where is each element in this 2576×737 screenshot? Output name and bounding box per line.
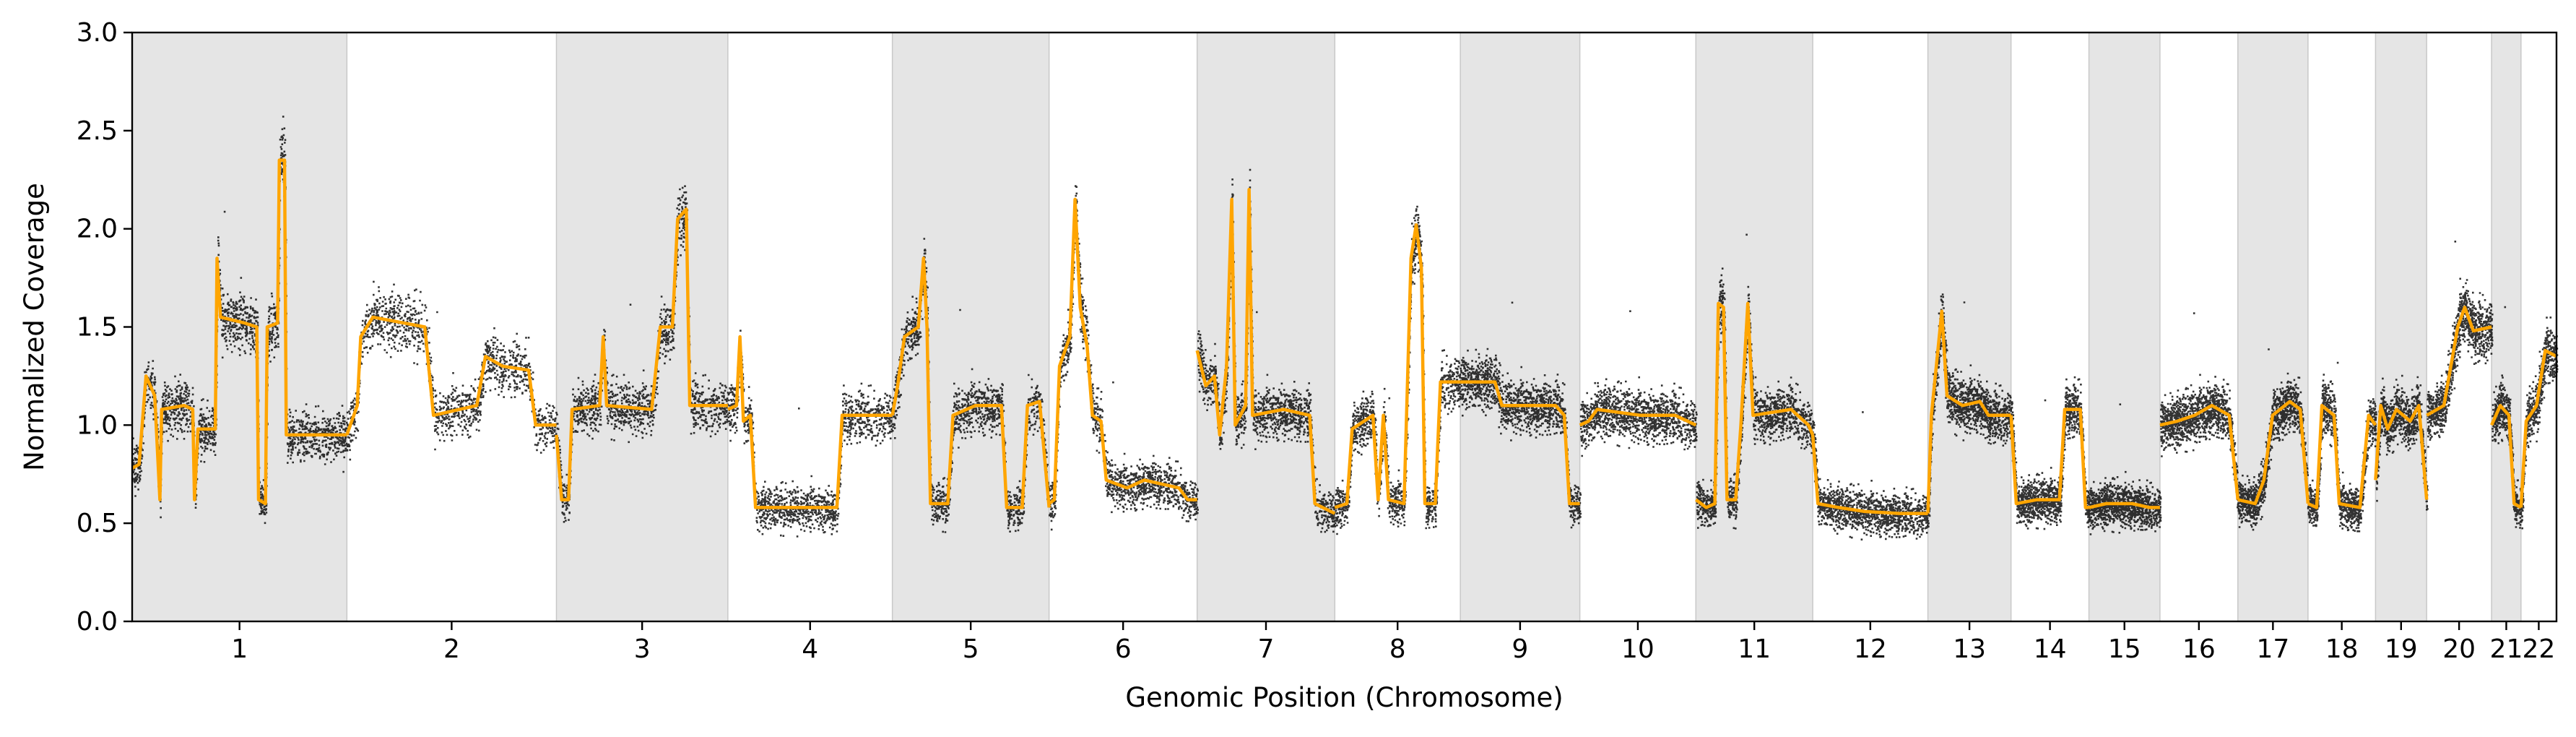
y-tick-label: 1.5 [77, 313, 118, 342]
segment-line-chr-3 [555, 207, 728, 501]
x-tick-label-chr-16: 16 [2182, 634, 2216, 664]
x-tick-label-chr-10: 10 [1621, 634, 1655, 664]
x-tick-label-chr-18: 18 [2325, 634, 2359, 664]
x-tick-label-chr-2: 2 [443, 634, 460, 664]
segment-line-chr-11 [1694, 301, 1815, 509]
x-tick-label-chr-13: 13 [1953, 634, 1986, 664]
y-tick-label: 0.5 [77, 509, 118, 538]
band-chr-19 [2375, 32, 2427, 622]
segment-line-chr-2 [345, 315, 557, 436]
x-tick-label-chr-3: 3 [634, 634, 651, 664]
x-tick-label-chr-17: 17 [2256, 634, 2289, 664]
band-chr-21 [2491, 32, 2522, 622]
x-axis: 1 2 3 4 5 6 7 8 9 10 11 12 13 14 15 16 17 18 19 20 21 22 [231, 621, 2555, 664]
segment-line-chr-22 [2519, 348, 2558, 508]
segment-line-chr-5 [890, 257, 1051, 509]
x-axis-label: Genomic Position (Chromosome) [1125, 682, 1563, 713]
x-tick-label-chr-1: 1 [231, 634, 248, 664]
segment-line-chr-8 [1334, 223, 1461, 509]
segment-line-chr-9 [1460, 380, 1580, 506]
y-tick-label: 0.0 [77, 607, 118, 637]
plot-frame [131, 31, 2558, 623]
x-tick-label-chr-9: 9 [1512, 634, 1528, 664]
x-tick-label-chr-4: 4 [802, 634, 818, 664]
segment-line-chr-1 [131, 158, 347, 506]
segment-line-chr-18 [2307, 403, 2377, 509]
segment-line-chr-12 [1810, 434, 1928, 515]
x-tick-label-chr-21: 21 [2490, 634, 2523, 664]
y-tick-label: 1.0 [77, 410, 118, 440]
segmentation-lines [131, 158, 2558, 515]
x-tick-label-chr-7: 7 [1258, 634, 1275, 664]
band-chr-7 [1196, 32, 1336, 622]
x-tick-label-chr-12: 12 [1854, 634, 1887, 664]
segment-line-chr-10 [1579, 408, 1697, 427]
segment-line-chr-21 [2490, 403, 2522, 509]
segment-line-chr-4 [727, 335, 893, 509]
y-tick-label: 2.0 [77, 215, 118, 244]
segment-line-chr-15 [2089, 501, 2160, 509]
y-tick-label: 2.5 [77, 116, 118, 146]
y-tick-label: 3.0 [77, 18, 118, 48]
x-tick-label-chr-8: 8 [1389, 634, 1406, 664]
segment-line-chr-14 [2009, 408, 2089, 509]
x-tick-label-chr-6: 6 [1115, 634, 1132, 664]
segment-line-chr-13 [1926, 309, 2011, 514]
x-tick-label-chr-5: 5 [963, 634, 979, 664]
band-chr-15 [2088, 32, 2161, 622]
segment-line-chr-20 [2426, 306, 2492, 417]
segment-line-chr-17 [2237, 400, 2310, 506]
coverage-point-cloud [132, 116, 2559, 541]
x-tick-label-chr-19: 19 [2385, 634, 2418, 664]
x-tick-label-chr-14: 14 [2034, 634, 2067, 664]
coverage-points [132, 116, 2559, 541]
band-chr-3 [555, 32, 729, 622]
segment-line-chr-16 [2159, 403, 2240, 500]
x-tick-label-chr-15: 15 [2108, 634, 2141, 664]
y-axis: 0.0 0.5 1.0 1.5 2.0 2.5 3.0 [77, 18, 132, 637]
segment-line-chr-19 [2374, 403, 2429, 500]
band-chr-9 [1460, 32, 1581, 622]
segment-line-chr-6 [1048, 197, 1197, 505]
segment-line-chr-7 [1195, 188, 1336, 515]
chromosome-bands [131, 32, 2522, 622]
band-chr-17 [2237, 32, 2309, 622]
x-tick-label-chr-20: 20 [2442, 634, 2476, 664]
x-tick-label-chr-22: 22 [2523, 634, 2556, 664]
band-chr-11 [1695, 32, 1813, 622]
x-tick-label-chr-11: 11 [1738, 634, 1771, 664]
y-axis-label: Normalized Coverage [19, 183, 50, 471]
